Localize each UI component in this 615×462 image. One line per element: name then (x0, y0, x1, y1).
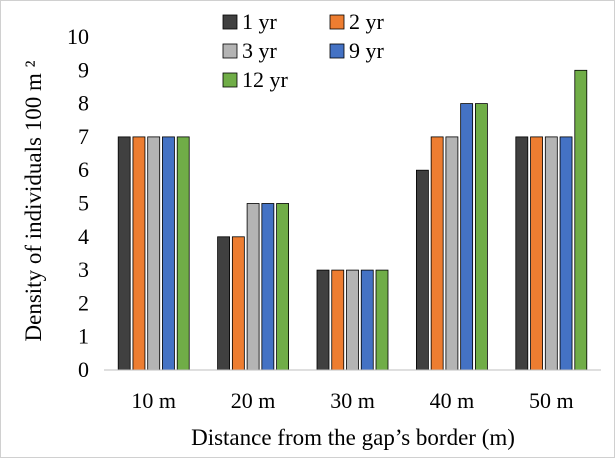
bar-2-yr-20-m (231, 236, 245, 371)
legend-label: 12 yr (242, 67, 289, 92)
bar-1-yr-50-m (515, 136, 529, 371)
legend-item: 1 yr (222, 9, 278, 34)
y-tick-label: 1 (78, 324, 89, 349)
x-tick-label: 50 m (529, 388, 574, 413)
legend-label: 3 yr (242, 38, 278, 63)
legend-label: 2 yr (349, 9, 385, 34)
bar-1-yr-40-m (415, 169, 429, 371)
legend: 1 yr 2 yr 3 yr 9 yr 12 yr (222, 9, 385, 92)
bar-3-yr-40-m (445, 136, 459, 371)
legend-item: 3 yr (222, 38, 278, 63)
legend-item: 2 yr (329, 9, 385, 34)
bar-3-yr-30-m (346, 269, 359, 371)
bar-1-yr-30-m (316, 269, 330, 371)
bar-1-yr-10-m (117, 136, 131, 371)
bar-12-yr-30-m (375, 269, 389, 371)
bar-12-yr-10-m (176, 136, 190, 371)
bar-2-yr-40-m (430, 136, 444, 371)
x-tick-label: 30 m (330, 388, 375, 413)
x-tick-labels: 10 m 20 m 30 m 40 m 50 m (131, 388, 573, 413)
y-tick-label: 8 (78, 91, 89, 116)
y-tick-label: 7 (78, 124, 89, 149)
bar-2-yr-50-m (530, 136, 543, 371)
y-tick-label: 3 (78, 257, 89, 282)
y-tick-label: 9 (78, 57, 89, 82)
y-tick-label: 2 (78, 290, 89, 315)
legend-swatch (222, 72, 238, 88)
bar-9-yr-20-m (261, 203, 275, 371)
bar-9-yr-40-m (460, 103, 474, 371)
x-tick-label: 20 m (231, 388, 276, 413)
legend-item: 12 yr (222, 67, 289, 92)
legend-swatch (222, 14, 238, 30)
legend-label: 9 yr (349, 38, 385, 63)
bar-3-yr-50-m (544, 136, 558, 371)
bar-1-yr-20-m (217, 236, 231, 371)
y-tick-label: 10 (67, 24, 89, 49)
bar-3-yr-20-m (246, 203, 260, 371)
x-axis-title: Distance from the gap’s border (m) (191, 425, 515, 450)
y-tick-label: 4 (78, 224, 89, 249)
x-tick-label: 40 m (430, 388, 475, 413)
y-axis-title: Density of individuals 100 m ² (21, 60, 46, 341)
bars (117, 69, 588, 371)
bar-9-yr-50-m (559, 136, 573, 371)
y-tick-label: 5 (78, 191, 89, 216)
legend-swatch (222, 43, 238, 59)
x-tick-label: 10 m (131, 388, 176, 413)
bar-12-yr-40-m (474, 103, 488, 371)
bar-12-yr-50-m (574, 69, 588, 371)
bar-12-yr-20-m (276, 203, 290, 371)
bar-9-yr-30-m (360, 269, 374, 371)
legend-swatch (329, 14, 345, 30)
bar-2-yr-10-m (132, 136, 146, 371)
y-tick-labels: 0 1 2 3 4 5 6 7 8 9 10 (67, 24, 89, 382)
y-tick-label: 6 (78, 157, 89, 182)
legend-swatch (329, 43, 345, 59)
bar-9-yr-10-m (162, 136, 175, 371)
y-tick-label: 0 (78, 357, 89, 382)
bar-3-yr-10-m (147, 136, 161, 371)
legend-label: 1 yr (242, 9, 278, 34)
bar-2-yr-30-m (331, 269, 345, 371)
y-axis-title-group: Density of individuals 100 m ² (21, 60, 46, 341)
legend-item: 9 yr (329, 38, 385, 63)
